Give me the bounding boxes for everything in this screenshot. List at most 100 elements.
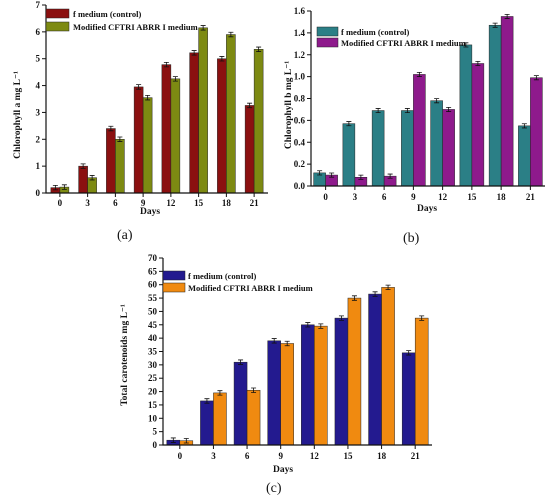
x-tick-label: 15 (467, 192, 477, 202)
legend-label-a-0: f medium (control) (73, 9, 141, 19)
error-bar (463, 42, 469, 48)
x-tick-label: 21 (250, 198, 260, 208)
y-tick-label: 1.4 (294, 28, 306, 38)
error-bar (191, 50, 197, 56)
error-bar (217, 390, 223, 396)
chart-a-axes (45, 5, 268, 194)
chart-b-bars (313, 13, 543, 187)
error-bar (504, 13, 510, 19)
bar-b-s0-15 (459, 44, 473, 187)
bar-c-s1-21 (414, 317, 429, 446)
error-bar (406, 350, 412, 356)
legend-label-c-1: Modified CFTRI ABRR I medium (188, 283, 313, 293)
legend-swatch-a-1 (45, 21, 70, 32)
error-bar (61, 184, 67, 190)
chart-b-axes (310, 11, 545, 187)
chart-c-ylabel: Total carotenoids mg L⁻¹ (120, 304, 130, 406)
bar-c-s1-3 (213, 392, 227, 446)
x-tick-label: 0 (323, 192, 328, 202)
bar-b-s1-18 (500, 16, 514, 187)
x-tick-label: 9 (141, 198, 146, 208)
error-bar (404, 108, 410, 114)
y-tick-label: 1 (36, 161, 41, 171)
legend-label-b-0: f medium (control) (341, 27, 409, 37)
bar-a-s1-15 (198, 27, 208, 194)
bar-a-s0-9 (133, 86, 144, 194)
chart-c-yticks: 0 5 10 15 20 25 30 35 40 45 50 55 60 65 70 (148, 253, 163, 450)
bar-c-s1-18 (381, 287, 395, 446)
x-tick-label: 9 (411, 192, 416, 202)
error-bar (521, 123, 527, 129)
x-tick-label: 9 (278, 451, 283, 461)
bar-a-s1-21 (253, 49, 264, 194)
y-tick-label: 5 (153, 427, 158, 437)
y-tick-label: 25 (148, 373, 158, 383)
error-bar (317, 170, 323, 176)
bar-a-s0-12 (161, 64, 172, 194)
bar-b-s1-21 (530, 77, 543, 187)
x-tick-label: 18 (377, 451, 387, 461)
chart-a-xlabel: Days (140, 207, 160, 217)
x-tick-label: 18 (497, 192, 507, 202)
chart-a-ylabel: Chlorophyll a mg L⁻¹ (13, 71, 23, 159)
chart-b-xticks: 0 3 6 9 12 15 18 21 (323, 186, 535, 202)
chart-b-yticks: 0.0 0.2 0.4 0.6 0.8 1.0 1.2 1.4 1.6 (294, 6, 311, 191)
y-tick-label: 35 (148, 347, 158, 357)
y-tick-label: 2 (36, 134, 41, 144)
legend-label-c-0: f medium (control) (188, 271, 256, 281)
y-tick-label: 1.6 (294, 6, 306, 16)
y-tick-label: 0.4 (294, 137, 306, 147)
chart-c: Total carotenoids mg L⁻¹ 051015202530354… (120, 253, 432, 475)
error-bar (346, 121, 352, 127)
error-bar (251, 387, 257, 393)
caption-a: (a) (117, 228, 133, 243)
axis-lines (45, 5, 268, 194)
bar-c-s1-15 (347, 297, 362, 446)
error-bar (375, 108, 381, 114)
x-tick-label: 3 (211, 451, 216, 461)
bar-a-s1-12 (170, 78, 181, 194)
y-tick-label: 70 (148, 253, 158, 263)
error-bar (351, 295, 357, 301)
bar-a-s0-21 (244, 105, 255, 194)
x-tick-label: 6 (113, 198, 118, 208)
y-tick-label: 50 (148, 306, 158, 316)
error-bar (338, 315, 344, 321)
error-bar (305, 322, 311, 328)
error-bar (329, 172, 335, 178)
x-tick-label: 21 (526, 192, 536, 202)
error-bar (446, 106, 452, 112)
error-bar (372, 291, 378, 297)
chart-c-legend: f medium (control) Modified CFTRI ABRR I… (162, 270, 313, 293)
x-tick-label: 12 (310, 451, 320, 461)
error-bar (284, 340, 290, 347)
error-bar (145, 95, 151, 101)
chart-b: Chlorophyll b mg L⁻¹ 0.0 0.2 0.4 0.6 0.8 1.0 1… (284, 6, 545, 214)
error-bar (228, 31, 234, 38)
axis-lines (162, 258, 432, 446)
bar-a-s0-3 (78, 165, 88, 194)
x-tick-label: 18 (222, 198, 232, 208)
bar-b-s0-3 (342, 123, 356, 187)
chart-b-xlabel: Days (417, 204, 437, 214)
chart-a-yticks: 0 1 2 3 4 5 6 7 (36, 0, 46, 198)
y-tick-label: 6 (36, 27, 41, 37)
bar-b-s1-12 (442, 109, 455, 187)
y-tick-label: 4 (36, 81, 41, 91)
chart-b-ylabel: Chlorophyll b mg L⁻¹ (284, 61, 294, 149)
bar-a-s0-18 (217, 58, 227, 194)
x-tick-label: 15 (343, 451, 353, 461)
y-tick-label: 45 (148, 320, 158, 330)
y-tick-label: 3 (36, 107, 41, 117)
error-bar (419, 315, 425, 321)
error-bar (238, 359, 244, 365)
bar-b-s1-15 (471, 63, 485, 187)
legend-swatch-b-1 (316, 37, 339, 48)
legend-swatch-c-1 (162, 282, 186, 293)
error-bar (256, 46, 262, 52)
chart-a-bars (50, 25, 264, 194)
error-bar (89, 175, 95, 181)
error-bar (172, 76, 178, 82)
error-bar (80, 163, 86, 169)
